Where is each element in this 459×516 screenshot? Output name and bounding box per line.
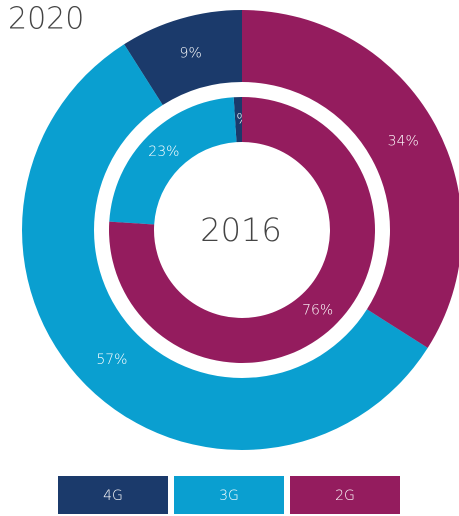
donut-slice bbox=[109, 97, 375, 363]
legend-label: 2G bbox=[335, 488, 355, 504]
slice-label: 76% bbox=[302, 303, 333, 319]
slice-label: 9% bbox=[180, 45, 202, 61]
slice-label: 34% bbox=[388, 133, 419, 149]
legend-swatch bbox=[58, 476, 168, 514]
slice-label: 57% bbox=[96, 352, 127, 368]
legend-label: 4G bbox=[103, 488, 123, 504]
legend-label: 3G bbox=[219, 488, 239, 504]
outer-ring-title: 2020 bbox=[8, 2, 84, 37]
legend-swatch bbox=[174, 476, 284, 514]
legend-swatch bbox=[290, 476, 400, 514]
donut-slice bbox=[21, 44, 428, 451]
donut-slice bbox=[124, 10, 242, 106]
donut-slice bbox=[109, 97, 237, 225]
slice-label: 23% bbox=[148, 144, 179, 160]
donut-slice bbox=[242, 10, 459, 348]
donut-slice bbox=[233, 97, 242, 143]
inner-ring-title: 2016 bbox=[200, 211, 281, 249]
